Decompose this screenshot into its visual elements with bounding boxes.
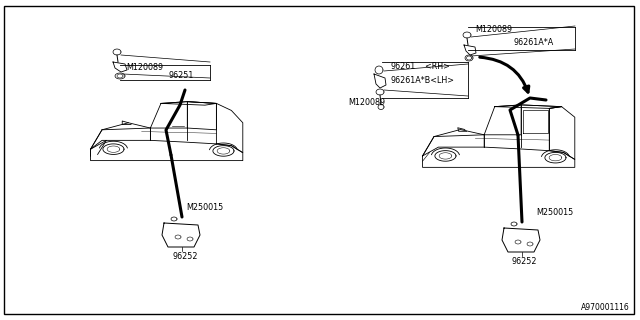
Text: M120089: M120089 (348, 98, 385, 107)
Text: 96261: 96261 (390, 62, 415, 71)
Text: M120089: M120089 (126, 63, 163, 72)
Text: 96261A*A: 96261A*A (514, 38, 554, 47)
Text: <RH>: <RH> (420, 62, 450, 71)
Text: A970001116: A970001116 (581, 303, 630, 312)
Text: M250015: M250015 (186, 203, 223, 212)
Text: 96252: 96252 (172, 252, 198, 261)
Text: 96252: 96252 (512, 257, 538, 266)
Text: M250015: M250015 (536, 208, 573, 217)
Text: 96261A*B<LH>: 96261A*B<LH> (390, 76, 454, 85)
Text: M120089: M120089 (475, 25, 512, 34)
Text: 96251: 96251 (168, 71, 193, 80)
